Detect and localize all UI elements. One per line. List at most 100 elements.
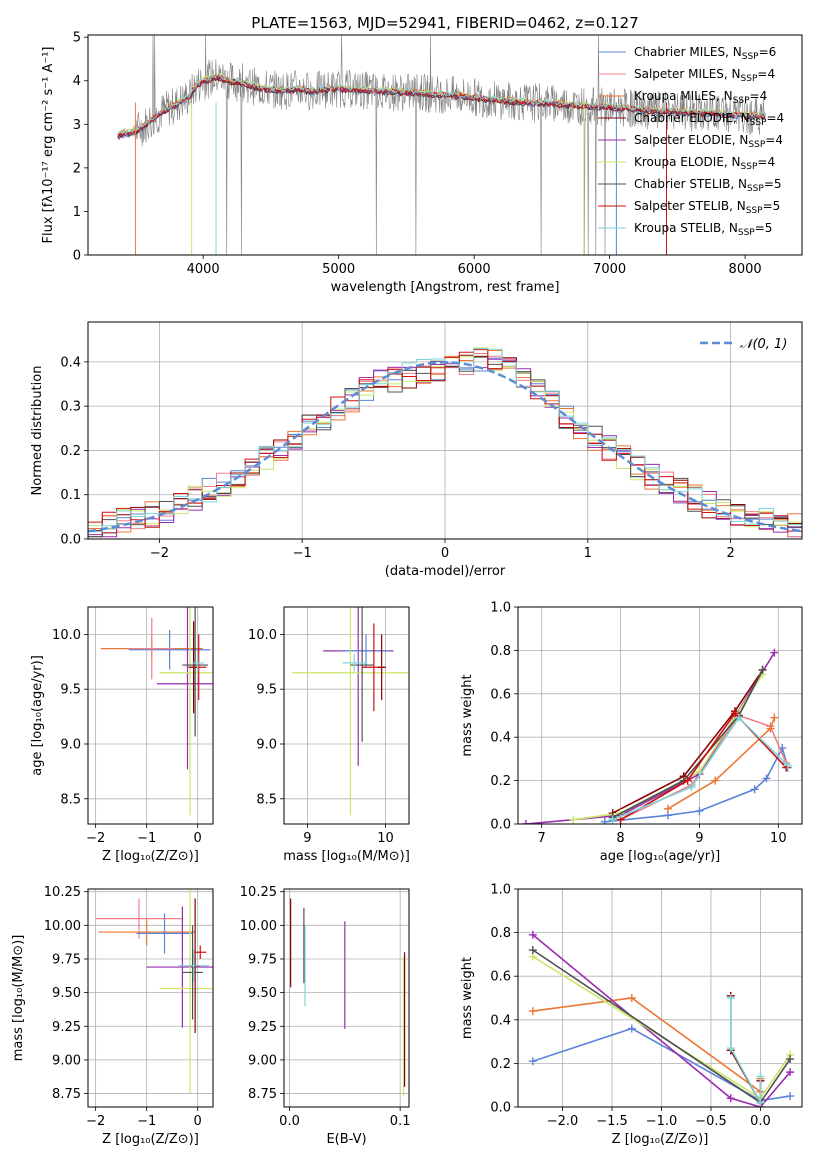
weight-marker	[766, 724, 775, 733]
x-tick-label: −2	[86, 1114, 105, 1129]
axes-frame	[517, 888, 803, 1108]
y-tick-label: 9.0	[256, 737, 277, 752]
y-tick-label: 9.5	[256, 683, 277, 698]
y-tick-label: 0	[73, 249, 81, 264]
weight-marker	[528, 1007, 537, 1016]
weight-marker	[528, 946, 537, 955]
axes-residuals: −2 −1 0 1 2 0.0 0.1 0.2 0.3 0.4 (data-model)/error…	[30, 321, 803, 579]
observed-spectrum-line	[117, 35, 766, 255]
weight-marker	[750, 785, 759, 794]
x-tick-label: 4000	[187, 262, 220, 277]
y-tick-label: 0.0	[60, 533, 81, 548]
plot-area-weight_vs_age	[518, 607, 802, 824]
x-tick-label: 0	[194, 1114, 202, 1129]
plot-area-weight_vs_Z	[518, 889, 802, 1107]
x-axis-label: Z [log₁₀(Z/Z⊙)]	[612, 1132, 709, 1147]
y-tick-label: 1.0	[490, 601, 511, 616]
weight-marker	[786, 1092, 795, 1101]
y-axis-label: Normed distribution	[30, 366, 45, 496]
axes-frame	[87, 321, 803, 540]
x-tick-label: −2	[150, 546, 169, 561]
y-tick-label: 10.25	[240, 885, 277, 900]
y-tick-label: 3	[73, 118, 81, 133]
y-tick-label: 0.8	[490, 926, 511, 941]
y-tick-label: 10.00	[240, 919, 277, 934]
x-tick-label: −1	[293, 546, 312, 561]
weight-line-chabrier-elodie	[612, 669, 764, 814]
y-axis-label: age [log₁₀(age/yr)]	[30, 655, 45, 776]
weight-line-kroupa-stelib	[730, 998, 762, 1103]
y-tick-label: 0.2	[490, 1057, 511, 1072]
x-tick-label: 10	[377, 831, 394, 846]
weight-marker	[687, 783, 696, 792]
plot-area-age_vs_mass	[284, 607, 409, 824]
y-tick-label: 1.0	[490, 883, 511, 898]
axes-frame	[87, 606, 214, 825]
axes-weight_vs_age: 7 8 9 10 0.0 0.2 0.4 0.6 0.8 1.0 age [log₁₀(age/yr…	[460, 601, 803, 864]
weight-marker	[734, 713, 743, 722]
axes-mass_vs_Z: −2 −1 0 8.75 9.00 9.25 9.50 9.75 10.00 10.25 Z [lo…	[11, 885, 214, 1147]
weight-marker	[683, 776, 692, 785]
x-tick-label: −1	[137, 831, 156, 846]
x-tick-label: −1.5	[596, 1114, 628, 1129]
x-tick-label: 0.0	[279, 1114, 300, 1129]
weight-marker	[569, 815, 578, 824]
y-tick-label: 1	[73, 205, 81, 220]
weight-marker	[695, 806, 704, 815]
axes-frame	[283, 606, 410, 825]
y-tick-label: 0.4	[490, 731, 511, 746]
axes-frame	[87, 888, 214, 1108]
x-tick-label: 1	[584, 546, 592, 561]
x-tick-label: −2	[86, 831, 105, 846]
weight-marker	[786, 1055, 795, 1064]
plot-area-mass_vs_Z	[88, 889, 213, 1107]
x-tick-label: 7	[538, 831, 546, 846]
axes-frame	[283, 888, 410, 1108]
histogram-step-kroupa-stelib	[88, 348, 802, 533]
y-tick-label: 9.25	[248, 1020, 277, 1035]
x-tick-label: −2.0	[547, 1114, 579, 1129]
y-tick-label: 0.0	[490, 1101, 511, 1116]
plot-area-spectrum	[117, 35, 766, 255]
weight-marker	[730, 709, 739, 718]
x-tick-label: −0.5	[695, 1114, 727, 1129]
y-tick-label: 8.5	[256, 792, 277, 807]
axes-age_vs_mass: 9 10 8.5 9.0 9.5 10.0 mass [log₁₀(M/M⊙)]	[248, 606, 410, 864]
legend-entry: Kroupa ELODIE, NSSP=4	[634, 155, 775, 172]
x-tick-label: 9	[303, 831, 311, 846]
weight-marker	[726, 1094, 735, 1103]
x-tick-label: 0	[441, 546, 449, 561]
axes-weight_vs_Z: −2.0 −1.5 −1.0 −0.5 0.0 0.0 0.2 0.4 0.6 0.8 1.0 Z […	[460, 883, 803, 1147]
legend-entry: Chabrier MILES, NSSP=6	[634, 45, 776, 62]
legend-entry: Chabrier ELODIE, NSSP=4	[634, 111, 784, 128]
weight-marker	[786, 1068, 795, 1077]
weight-marker	[770, 713, 779, 722]
legend-entry: Salpeter MILES, NSSP=4	[634, 67, 775, 84]
weight-marker	[756, 1098, 765, 1107]
axes-frame	[517, 606, 803, 825]
y-tick-label: 10.25	[44, 885, 81, 900]
weight-marker	[608, 815, 617, 824]
weight-marker	[726, 1044, 735, 1053]
x-axis-label: E(B-V)	[326, 1132, 366, 1147]
weight-marker	[758, 665, 767, 674]
plot-area-mass_vs_ebv	[284, 889, 409, 1107]
x-tick-label: −1	[137, 1114, 156, 1129]
y-tick-label: 8.75	[52, 1087, 81, 1102]
y-tick-label: 0.8	[490, 644, 511, 659]
y-tick-label: 5	[73, 31, 81, 46]
y-tick-label: 9.25	[52, 1020, 81, 1035]
x-axis-label: age [log₁₀(age/yr)]	[600, 849, 721, 864]
weight-marker	[783, 761, 792, 770]
weight-marker	[627, 994, 636, 1002]
y-axis-label: mass weight	[460, 674, 475, 756]
weight-marker	[663, 804, 672, 813]
model-line-kroupa-stelib	[117, 72, 766, 135]
y-tick-label: 0.3	[60, 400, 81, 415]
y-tick-label: 8.75	[248, 1087, 277, 1102]
weight-marker	[762, 774, 771, 783]
axes-spectrum: 4000 5000 6000 7000 8000 0 1 2 3 4 5 wavelength [An…	[41, 31, 803, 295]
y-tick-label: 9.00	[52, 1053, 81, 1068]
y-tick-label: 2	[73, 161, 81, 176]
y-axis-label: Flux [fλ10⁻¹⁷ erg cm⁻² s⁻¹ A⁻¹]	[41, 47, 56, 244]
